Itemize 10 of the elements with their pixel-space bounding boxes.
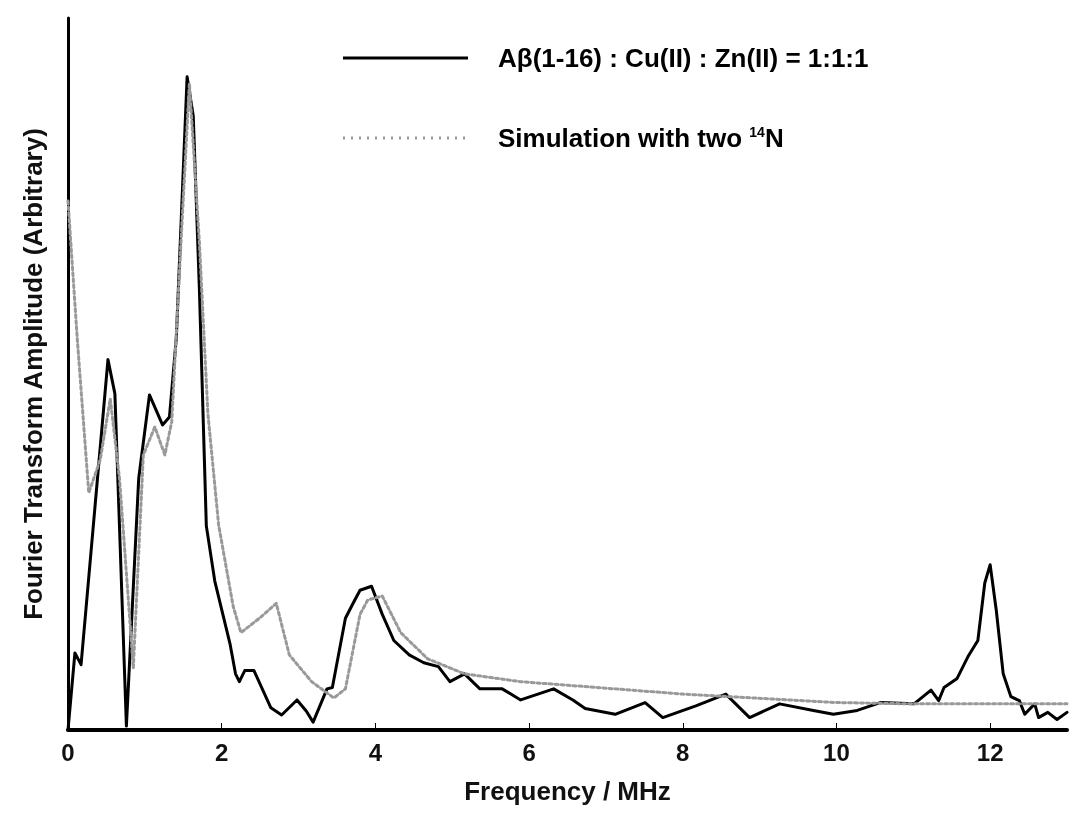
x-tick-label: 6 xyxy=(522,738,536,766)
x-tick-label: 12 xyxy=(976,738,1004,766)
x-tick-label: 4 xyxy=(368,738,383,766)
legend-label: Aβ(1-16) : Cu(II) : Zn(II) = 1:1:1 xyxy=(498,43,869,73)
x-tick-label: 0 xyxy=(61,738,75,766)
x-tick-label: 10 xyxy=(823,738,850,766)
x-tick-label: 2 xyxy=(215,738,229,766)
x-axis-title: Frequency / MHz xyxy=(464,776,671,806)
y-axis-title: Fourier Transform Amplitude (Arbitrary) xyxy=(18,128,48,620)
x-tick-label: 8 xyxy=(676,738,690,766)
